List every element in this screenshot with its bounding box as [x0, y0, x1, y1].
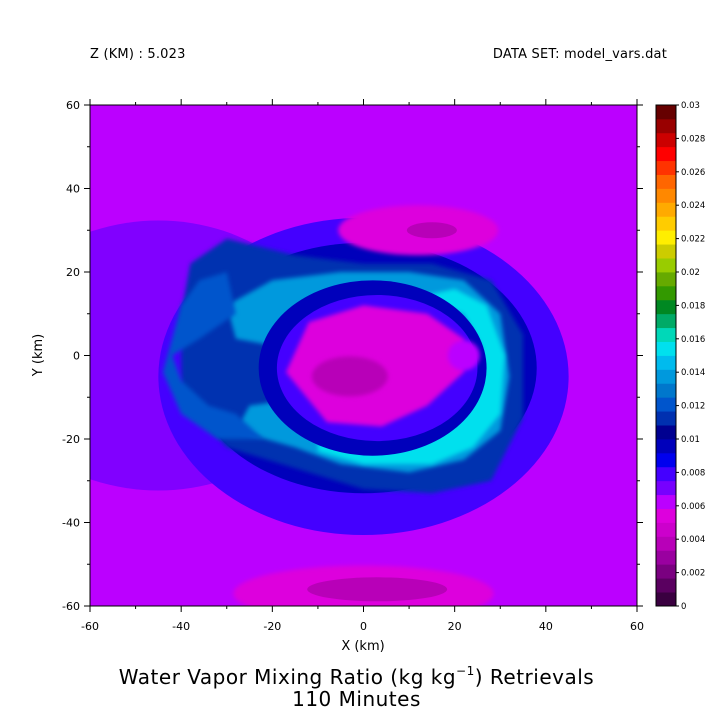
- y-tick-label: 20: [66, 266, 80, 279]
- colorbar-swatch: [656, 536, 676, 551]
- colorbar-label: 0.024: [681, 201, 705, 211]
- colorbar-label: 0.01: [681, 435, 700, 445]
- chart-title: Water Vapor Mixing Ratio (kg kg−1) Retri…: [0, 665, 713, 689]
- colorbar-swatch: [656, 174, 676, 189]
- colorbar-swatch: [656, 202, 676, 217]
- field-east-pocket: [447, 340, 480, 371]
- colorbar-swatch: [656, 564, 676, 579]
- x-tick-label: -40: [172, 620, 190, 633]
- colorbar: 0 0.002 0.004 0.006 0.008 0.01 0.012 0.014 0.016…: [655, 101, 705, 612]
- colorbar-swatch: [656, 216, 676, 231]
- y-tick-label: 0: [73, 350, 80, 363]
- x-tick-label: -20: [263, 620, 281, 633]
- colorbar-swatch: [656, 105, 676, 120]
- colorbar-label: 0.018: [681, 301, 705, 311]
- colorbar-swatch: [656, 341, 676, 356]
- colorbar-swatch: [656, 383, 676, 398]
- colorbar-frame: [655, 104, 677, 607]
- colorbar-label: 0.004: [681, 535, 705, 545]
- y-tick-label: -60: [62, 600, 80, 613]
- chart-subtitle: 110 Minutes: [292, 687, 421, 711]
- colorbar-swatch: [656, 146, 676, 162]
- colorbar-label: 0.022: [681, 235, 705, 245]
- colorbar-swatch: [656, 592, 676, 607]
- title-exponent: −1: [456, 664, 475, 678]
- colorbar-label: 0.028: [681, 134, 705, 144]
- dataset-label: DATA SET: model_vars.dat: [492, 47, 667, 62]
- y-tick-label: -40: [62, 517, 80, 530]
- colorbar-swatch: [656, 439, 676, 454]
- colorbar-swatch: [656, 397, 676, 412]
- colorbar-swatch: [656, 355, 676, 370]
- field-west-arc: [162, 272, 264, 439]
- colorbar-swatch: [656, 411, 676, 426]
- colorbar-swatch: [656, 508, 676, 523]
- x-tick-label: 60: [630, 620, 644, 633]
- axis-ticks: -60 -40 -20 0 20 40 60 -60 -40 -20 0 20 40 60: [62, 99, 644, 633]
- x-tick-label: 0: [360, 620, 367, 633]
- colorbar-label: 0.016: [681, 335, 705, 345]
- colorbar-swatch: [656, 425, 676, 440]
- vertical-level-label: Z (KM) : 5.023: [90, 47, 186, 62]
- colorbar-swatch: [656, 480, 676, 496]
- x-tick-label: -60: [81, 620, 99, 633]
- colorbar-swatch: [656, 452, 676, 468]
- x-tick-label: 40: [539, 620, 553, 633]
- colorbar-label: 0.002: [681, 569, 705, 579]
- colorbar-swatch: [656, 327, 676, 342]
- colorbar-swatch: [656, 285, 676, 301]
- mixing-ratio-field: [90, 105, 637, 606]
- colorbar-swatch: [656, 522, 676, 537]
- colorbar-swatch: [656, 230, 676, 245]
- colorbar-swatch: [656, 578, 676, 593]
- colorbar-swatch: [656, 313, 676, 329]
- colorbar-label: 0.02: [681, 268, 700, 278]
- y-axis-label: Y (km): [31, 334, 46, 377]
- field-south-core: [307, 577, 448, 602]
- colorbar-swatch: [656, 550, 676, 565]
- colorbar-swatch: [656, 466, 676, 482]
- colorbar-swatch: [656, 244, 676, 259]
- colorbar-swatch: [656, 258, 676, 273]
- colorbar-label: 0.008: [681, 468, 705, 478]
- title-prefix: Water Vapor Mixing Ratio (kg kg: [118, 665, 457, 689]
- x-tick-label: 20: [448, 620, 462, 633]
- y-tick-label: -20: [62, 433, 80, 446]
- colorbar-label: 0.012: [681, 402, 705, 412]
- x-axis-label: X (km): [341, 639, 384, 654]
- colorbar-label: 0.026: [681, 168, 705, 178]
- y-tick-label: 40: [66, 183, 80, 196]
- field-nw-corner: [90, 105, 145, 149]
- colorbar-swatch: [656, 188, 676, 203]
- y-tick-label: 60: [66, 99, 80, 112]
- colorbar-swatch: [656, 272, 676, 287]
- title-suffix: ) Retrievals: [474, 665, 595, 689]
- colorbar-swatch: [656, 118, 676, 134]
- colorbar-swatch: [656, 299, 676, 315]
- colorbar-label: 0: [681, 602, 686, 612]
- field-ne-corner: [534, 105, 637, 207]
- colorbar-label: 0.006: [681, 502, 705, 512]
- colorbar-label: 0.03: [681, 101, 700, 111]
- colorbar-swatch: [656, 369, 676, 384]
- field-north-core: [406, 222, 457, 239]
- colorbar-swatch: [656, 494, 676, 509]
- colorbar-swatch: [656, 132, 676, 148]
- colorbar-label: 0.014: [681, 368, 705, 378]
- field-eye-core: [311, 356, 388, 397]
- colorbar-swatch: [656, 160, 676, 175]
